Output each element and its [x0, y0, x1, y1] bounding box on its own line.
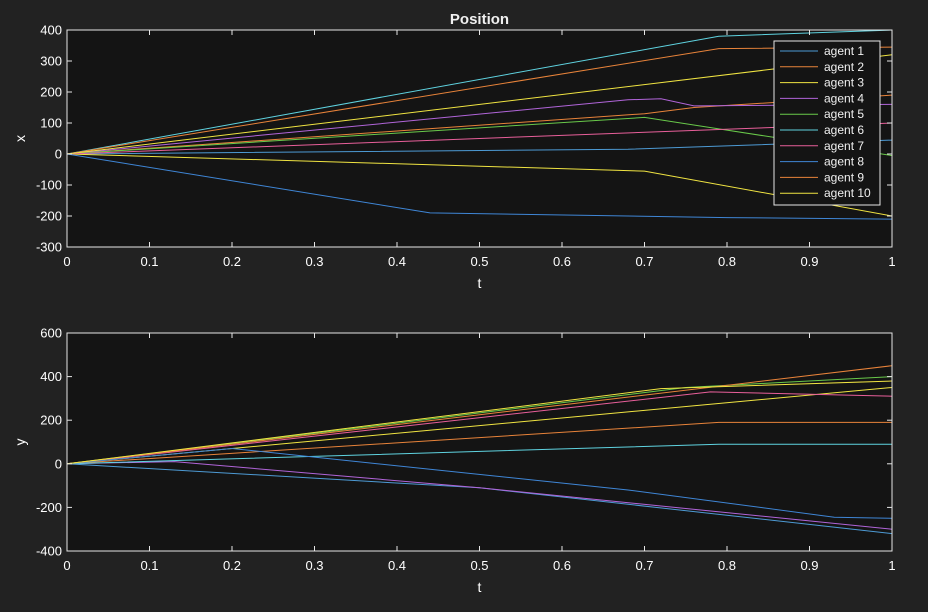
- y-plot-ylabel: y: [12, 439, 28, 446]
- x-tick-label: 0.3: [305, 558, 323, 573]
- x-tick-label: 0.3: [305, 254, 323, 269]
- series-line-agent-7: [66, 391, 893, 465]
- x-tick-label: 0.1: [140, 558, 158, 573]
- series-line-agent-6: [66, 29, 893, 155]
- legend-entry-label: agent 5: [824, 107, 864, 121]
- y-plot-xlabel: t: [478, 579, 482, 595]
- x-plot-ylabel: x: [12, 135, 28, 142]
- y-tick-label: -300: [36, 240, 62, 255]
- y-tick-label: 600: [40, 326, 62, 341]
- x-tick-label: 0.6: [553, 254, 571, 269]
- legend-entry-label: agent 6: [824, 123, 864, 137]
- legend-entry-label: agent 7: [824, 139, 864, 153]
- x-tick-label: 0.6: [553, 558, 571, 573]
- x-tick-label: 0.4: [388, 558, 406, 573]
- legend-entry-label: agent 8: [824, 155, 864, 169]
- series-line-agent-4: [66, 461, 893, 530]
- series-line-agent-7: [66, 122, 893, 155]
- y-tick-label: -200: [36, 209, 62, 224]
- chart-title: Position: [450, 11, 509, 28]
- legend-entry-label: agent 1: [824, 44, 864, 58]
- series-line-agent-8: [66, 153, 893, 220]
- y-tick-label: 300: [40, 54, 62, 69]
- y-tick-label: -400: [36, 544, 62, 559]
- y-tick-label: 100: [40, 116, 62, 131]
- x-plot-xlabel: t: [478, 275, 482, 291]
- x-tick-label: 0.5: [470, 558, 488, 573]
- x-tick-label: 0.2: [223, 558, 241, 573]
- legend-entry-label: agent 4: [824, 91, 864, 105]
- x-tick-label: 0.9: [800, 254, 818, 269]
- x-tick-label: 1: [888, 558, 895, 573]
- x-tick-label: 0.8: [718, 558, 736, 573]
- series-line-agent-4: [66, 98, 893, 155]
- x-tick-label: 0.1: [140, 254, 158, 269]
- y-position-plot: 0 0.1 0.2 0.3 0.4 0.5 0.6 0.7 0.8 0.9 1 -400 -200 0 20…: [12, 326, 896, 596]
- legend-entry-label: agent 10: [824, 186, 871, 200]
- y-tick-label: 400: [40, 369, 62, 384]
- x-position-plot: Position 0 0.1 0.2 0.3 0.4 0.5 0.6 0.7 0.8 0.9 1 -3…: [12, 11, 896, 291]
- y-tick-label: 200: [40, 85, 62, 100]
- x-tick-label: 0.5: [470, 254, 488, 269]
- series-line-agent-2: [66, 421, 892, 465]
- legend-entry-label: agent 3: [824, 76, 864, 90]
- y-tick-label: 0: [55, 147, 62, 162]
- x-tick-label: 0: [63, 558, 70, 573]
- legend-entry-label: agent 2: [824, 60, 864, 74]
- y-tick-label: 400: [40, 23, 62, 38]
- series-line-agent-9: [66, 365, 893, 465]
- y-plot-area: [67, 333, 892, 551]
- series-line-agent-8: [66, 447, 893, 519]
- y-tick-label: 200: [40, 413, 62, 428]
- x-plot-tick-labels: 0 0.1 0.2 0.3 0.4 0.5 0.6 0.7 0.8 0.9 1 -300 -200 -10…: [36, 23, 896, 270]
- x-tick-label: 0.8: [718, 254, 736, 269]
- x-tick-label: 0.7: [635, 558, 653, 573]
- x-tick-label: 0.4: [388, 254, 406, 269]
- y-tick-label: -200: [36, 500, 62, 515]
- series-line-agent-10: [66, 54, 893, 155]
- x-tick-label: 0.9: [800, 558, 818, 573]
- x-tick-label: 0: [63, 254, 70, 269]
- x-tick-label: 1: [888, 254, 895, 269]
- legend-entry-label: agent 9: [824, 170, 864, 184]
- x-tick-label: 0.7: [635, 254, 653, 269]
- x-plot-axes: [66, 29, 893, 248]
- y-tick-label: -100: [36, 178, 62, 193]
- series-line-agent-10: [66, 380, 893, 465]
- y-plot-series: [66, 365, 893, 535]
- y-tick-label: 0: [55, 456, 62, 471]
- y-plot-axes: [66, 332, 893, 552]
- x-tick-label: 0.2: [223, 254, 241, 269]
- y-plot-tick-labels: 0 0.1 0.2 0.3 0.4 0.5 0.6 0.7 0.8 0.9 1 -400 -200 0 20…: [36, 326, 896, 574]
- series-line-agent-6: [66, 443, 892, 465]
